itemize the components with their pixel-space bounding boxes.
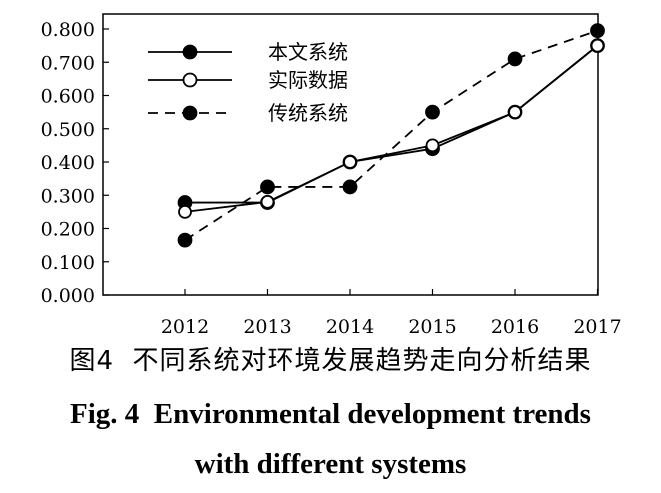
line-chart: 0.000 0.100 0.200 0.300 0.400 0.500 0.600 0.700…: [41, 13, 622, 338]
figure-title-cn: 不同系统对环境发展趋势走向分析结果: [132, 346, 592, 376]
data-point: [343, 155, 357, 169]
series-line: [184, 44, 599, 213]
figure-label-cn: 图4: [69, 346, 114, 376]
y-tick-label: 0.500: [41, 119, 95, 141]
data-point: [425, 138, 440, 153]
y-axis: 0.000 0.100 0.200 0.300 0.400 0.500 0.600 0.700…: [41, 19, 109, 307]
x-axis: 2012 2013 2014 2015 2016 2017: [161, 289, 622, 338]
x-tick-label: 2016: [491, 316, 539, 338]
y-tick-label: 0.800: [41, 19, 95, 41]
data-point: [260, 194, 275, 209]
figure-caption-en-line1: Fig. 4 Environmental development trends: [70, 398, 591, 430]
y-tick-label: 0.100: [41, 252, 95, 274]
x-tick-label: 2017: [573, 316, 621, 338]
y-tick-label: 0.000: [41, 285, 95, 307]
figure-caption-cn: 图4 不同系统对环境发展趋势走向分析结果: [0, 340, 661, 377]
series-layer: [177, 23, 605, 248]
y-tick-label: 0.200: [41, 219, 95, 241]
legend-marker: [182, 72, 198, 88]
y-tick-label: 0.300: [41, 185, 95, 207]
x-tick-label: 2012: [161, 316, 209, 338]
data-point: [178, 204, 192, 219]
series-line: [185, 44, 599, 204]
series-line: [184, 29, 598, 241]
y-tick-label: 0.600: [41, 86, 95, 108]
data-point: [425, 104, 440, 120]
y-tick-label: 0.700: [41, 52, 95, 74]
x-tick-label: 2015: [408, 316, 456, 338]
legend-label: 本文系统: [268, 40, 348, 64]
data-point: [507, 51, 523, 67]
legend-label: 传统系统: [268, 101, 348, 125]
data-point: [260, 179, 275, 195]
data-point: [590, 38, 605, 53]
legend-marker: [182, 44, 198, 60]
legend-label: 实际数据: [268, 68, 348, 92]
y-tick-label: 0.400: [41, 152, 95, 174]
data-point: [342, 179, 358, 195]
data-point: [590, 23, 605, 39]
data-point: [177, 232, 193, 248]
x-tick-label: 2013: [243, 316, 291, 338]
x-tick-label: 2014: [326, 316, 374, 338]
legend-marker: [182, 105, 198, 121]
figure-caption-en-line2: with different systems: [194, 448, 467, 480]
data-point: [508, 105, 522, 120]
